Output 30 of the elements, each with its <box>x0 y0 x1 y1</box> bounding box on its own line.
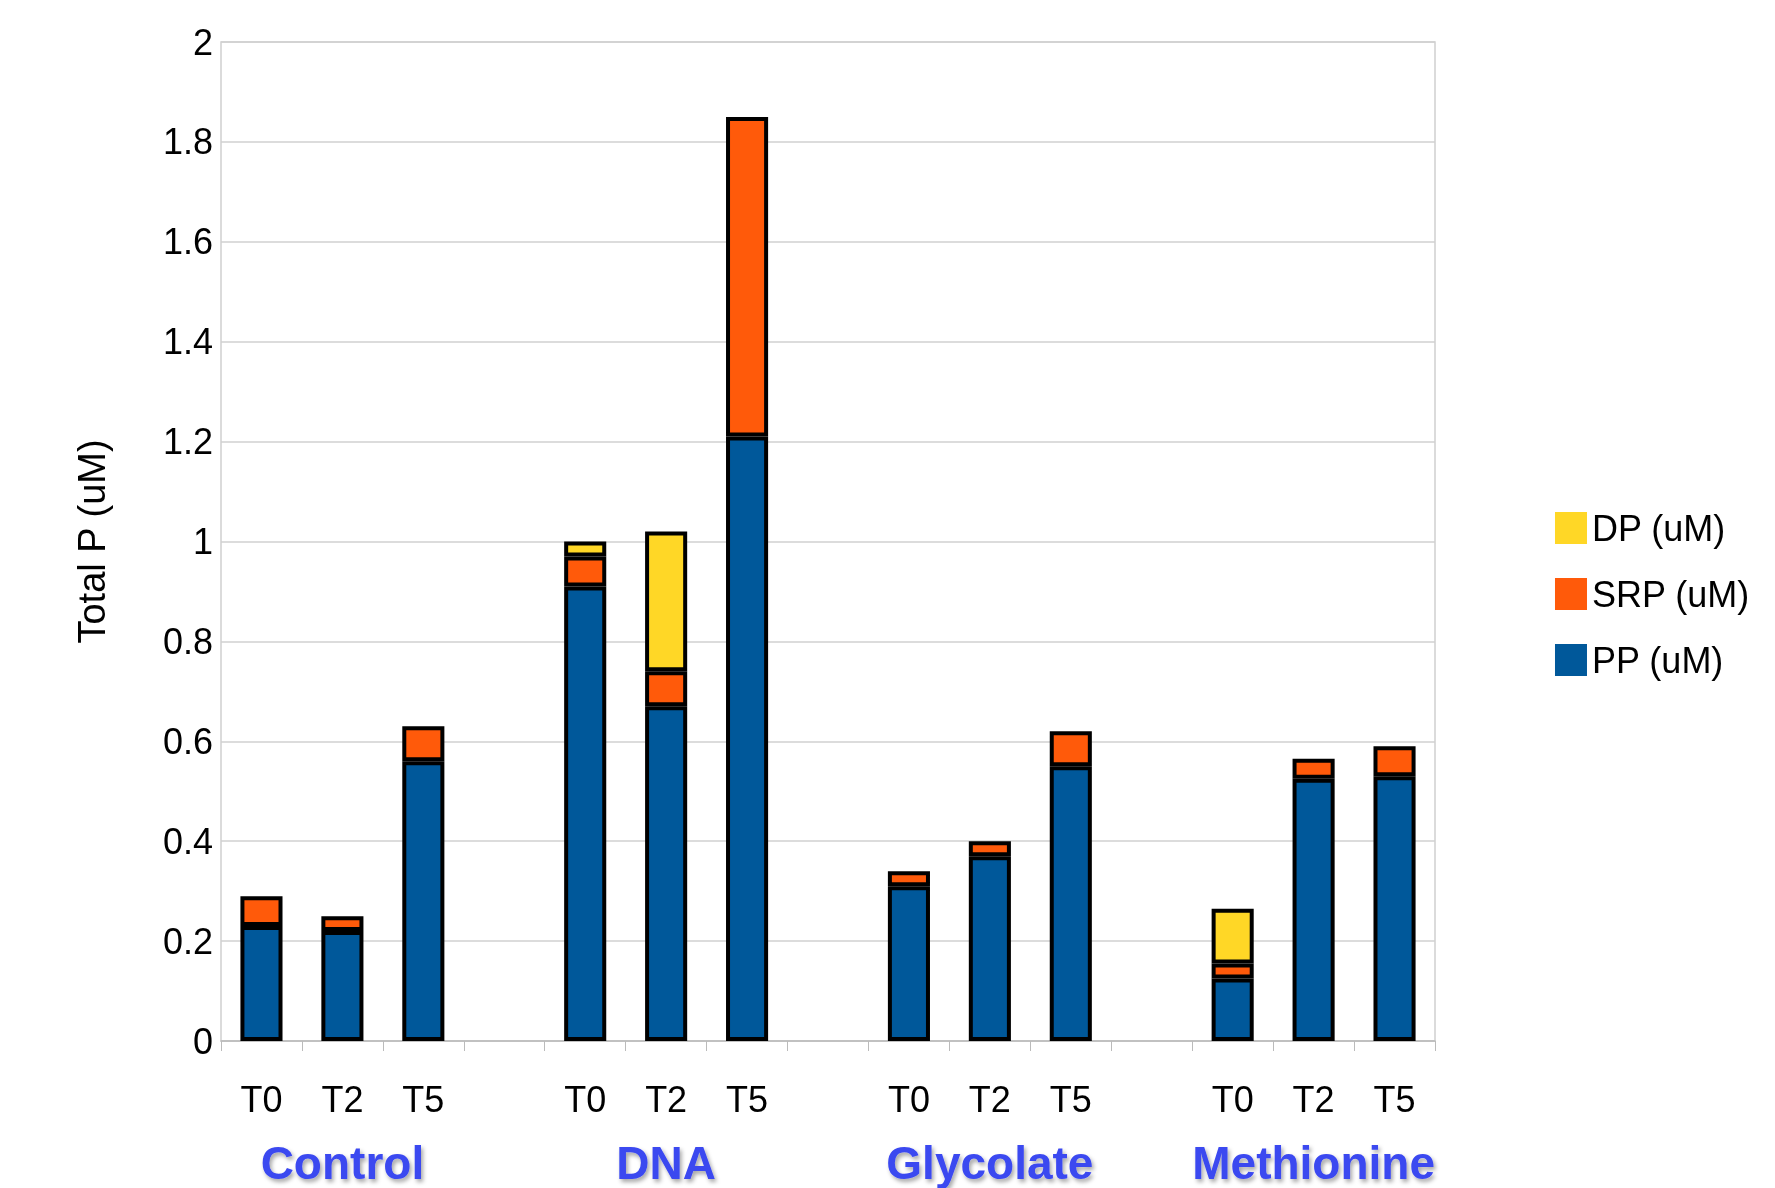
y-tick-label: 1.4 <box>162 321 213 363</box>
legend-label: PP (uM) <box>1591 639 1724 681</box>
x-tick-label: T0 <box>240 1078 283 1120</box>
y-tick-label: 1.2 <box>162 421 213 463</box>
y-tick-label: 0.4 <box>162 820 213 862</box>
y-tick-label: 1.6 <box>162 221 213 263</box>
x-tick-label: T5 <box>726 1078 769 1120</box>
x-tick-label: T2 <box>968 1078 1011 1120</box>
x-tick-label: T0 <box>564 1078 607 1120</box>
legend-label: DP (uM) <box>1591 507 1726 549</box>
x-tick-label: T2 <box>1292 1078 1335 1120</box>
y-tick-label: 0 <box>192 1020 213 1062</box>
x-tick-label: T0 <box>1211 1078 1254 1120</box>
y-axis-title: Total P (uM) <box>71 439 113 644</box>
y-tick-label: 1.8 <box>162 121 213 163</box>
x-tick-label: T0 <box>887 1078 930 1120</box>
text: Control <box>260 1137 425 1188</box>
y-tick-label: 0.8 <box>162 620 213 662</box>
x-tick-label: T2 <box>645 1078 688 1120</box>
x-tick-label: T5 <box>402 1078 445 1120</box>
y-tick-label: 0.2 <box>162 920 213 962</box>
y-tick-label: 1 <box>192 521 213 562</box>
x-tick-label: T2 <box>321 1078 364 1120</box>
y-tick-label: 0.6 <box>162 720 213 762</box>
text: Methionine <box>1192 1137 1435 1188</box>
y-tick-label: 2 <box>192 21 213 63</box>
x-tick-label: T5 <box>1049 1078 1092 1120</box>
legend-label: SRP (uM) <box>1591 573 1750 615</box>
text: DNA <box>616 1137 716 1188</box>
x-tick-label: T5 <box>1373 1078 1416 1120</box>
